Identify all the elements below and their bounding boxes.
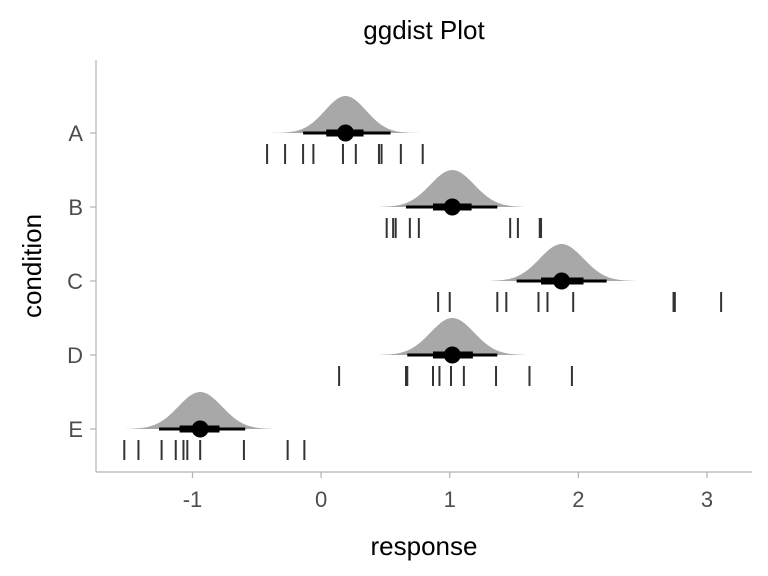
y-tick-label-b: B — [68, 195, 83, 220]
y-axis: A B C D E — [67, 121, 96, 442]
slab-b — [380, 170, 524, 207]
median-point-a — [337, 124, 355, 142]
group-d — [338, 318, 573, 386]
y-axis-title: condition — [17, 214, 47, 318]
median-point-b — [443, 198, 461, 216]
group-c — [437, 244, 723, 312]
slab-d — [380, 318, 525, 355]
slab-a — [270, 96, 422, 133]
group-a — [266, 96, 424, 164]
group-b — [380, 170, 543, 238]
y-tick-label-a: A — [68, 121, 83, 146]
slab-e — [125, 392, 274, 429]
x-tick-label-1: 0 — [315, 487, 327, 512]
plot-area — [123, 96, 723, 460]
median-point-e — [191, 420, 209, 438]
median-point-c — [553, 272, 571, 290]
y-tick-label-d: D — [67, 343, 83, 368]
median-point-d — [443, 346, 461, 364]
y-tick-label-e: E — [68, 417, 83, 442]
x-tick-label-3: 2 — [572, 487, 584, 512]
slab-c — [490, 244, 635, 281]
x-axis: -1 0 1 2 3 — [183, 472, 713, 512]
chart-title: ggdist Plot — [363, 15, 485, 45]
x-axis-title: response — [371, 531, 478, 561]
x-tick-label-0: -1 — [183, 487, 203, 512]
y-tick-label-c: C — [67, 269, 83, 294]
group-e — [123, 392, 306, 460]
x-tick-label-4: 3 — [701, 487, 713, 512]
x-tick-label-2: 1 — [444, 487, 456, 512]
